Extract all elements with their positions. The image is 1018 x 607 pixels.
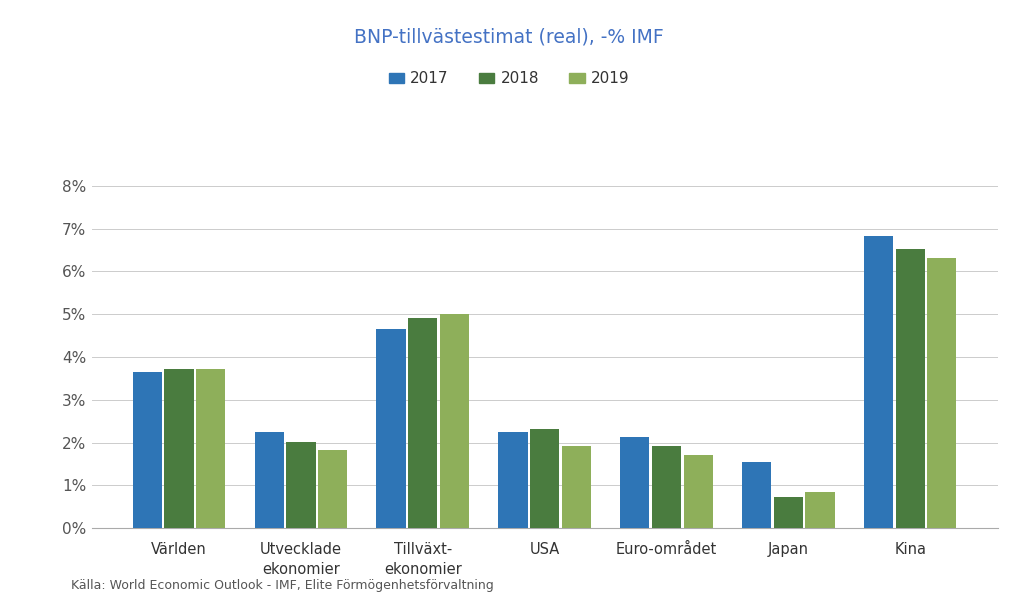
Bar xyxy=(683,455,713,528)
Text: Källa: World Economic Outlook - IMF, Elite Förmögenhetsförvaltning: Källa: World Economic Outlook - IMF, Eli… xyxy=(71,579,494,592)
Bar xyxy=(742,462,772,528)
Bar xyxy=(620,438,649,528)
Bar xyxy=(408,317,438,528)
Bar xyxy=(440,314,469,528)
Bar xyxy=(805,492,835,528)
Text: BNP-tillvästestimat (real), -% IMF: BNP-tillvästestimat (real), -% IMF xyxy=(354,27,664,46)
Bar xyxy=(896,249,924,528)
Bar xyxy=(530,429,559,528)
Bar xyxy=(927,258,957,528)
Bar xyxy=(318,450,347,528)
Bar xyxy=(132,372,162,528)
Legend: 2017, 2018, 2019: 2017, 2018, 2019 xyxy=(389,72,629,86)
Bar xyxy=(652,446,681,528)
Bar xyxy=(499,432,527,528)
Bar xyxy=(196,368,225,528)
Bar xyxy=(254,432,284,528)
Bar xyxy=(165,368,193,528)
Bar xyxy=(286,442,316,528)
Bar xyxy=(562,446,590,528)
Bar xyxy=(864,236,893,528)
Bar xyxy=(774,497,803,528)
Bar xyxy=(377,329,406,528)
